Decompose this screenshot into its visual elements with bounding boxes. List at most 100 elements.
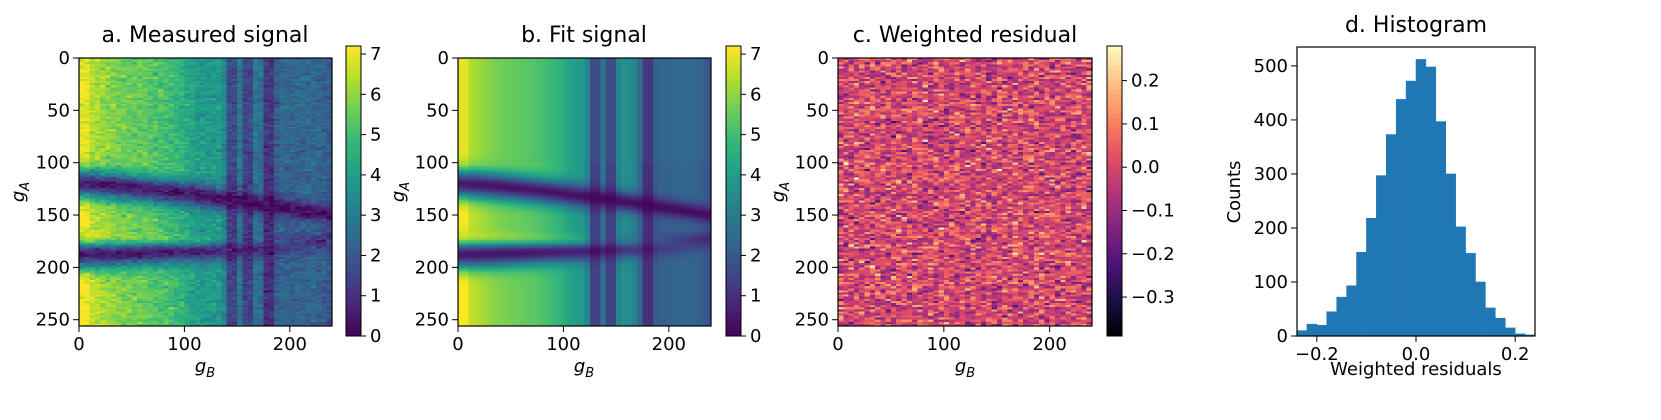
heatmap-cell — [226, 156, 233, 160]
heatmap-cell — [210, 58, 217, 61]
heatmap-cell — [110, 95, 117, 99]
heatmap-cell — [194, 101, 201, 105]
heatmap-cell — [316, 143, 323, 147]
heatmap-cell — [126, 148, 133, 151]
heatmap-cell — [158, 120, 164, 124]
heatmap-cell — [147, 129, 154, 132]
heatmap-cell — [305, 89, 312, 93]
heatmap-cell — [79, 74, 85, 78]
heatmap-cell — [252, 81, 259, 84]
heatmap-cell — [163, 148, 170, 151]
heatmap-cell — [295, 150, 301, 153]
heatmap-cell — [115, 81, 122, 84]
heatmap-cell — [305, 118, 312, 122]
heatmap-cell — [300, 127, 307, 130]
heatmap-cell — [79, 143, 85, 147]
heatmap-cell — [194, 158, 201, 162]
heatmap-cell — [179, 125, 186, 128]
heatmap-cell — [126, 122, 133, 126]
heatmap-cell — [326, 156, 333, 160]
heatmap-cell — [316, 91, 323, 95]
heatmap-cell — [305, 164, 312, 168]
heatmap-cell — [231, 164, 238, 168]
heatmap-cell — [205, 166, 212, 170]
heatmap-cell — [179, 78, 186, 82]
heatmap-cell — [163, 66, 170, 70]
heatmap-cell — [136, 66, 143, 70]
heatmap-cell — [274, 125, 280, 128]
heatmap-cell — [289, 101, 296, 105]
heatmap-cell — [115, 62, 122, 65]
heatmap-cell — [79, 112, 85, 116]
heatmap-cell — [168, 133, 175, 137]
heatmap-cell — [221, 127, 228, 130]
heatmap-cell — [252, 99, 259, 103]
heatmap-cell — [274, 116, 280, 120]
heatmap-cell — [115, 83, 122, 86]
heatmap-cell — [115, 143, 122, 147]
heatmap-cell — [131, 91, 138, 95]
heatmap-cell — [147, 58, 154, 61]
heatmap-cell — [316, 122, 323, 126]
heatmap-cell — [216, 66, 222, 70]
heatmap-cell — [121, 101, 128, 105]
heatmap-cell — [279, 62, 286, 65]
heatmap-cell — [152, 64, 159, 67]
heatmap-cell — [147, 108, 154, 111]
heatmap-cell — [326, 122, 333, 126]
heatmap-cell — [110, 127, 117, 130]
heatmap-cell — [221, 125, 228, 128]
heatmap-cell — [274, 162, 280, 166]
heatmap-cell — [184, 135, 191, 139]
heatmap-cell — [247, 95, 254, 99]
heatmap-cell — [89, 93, 96, 97]
heatmap-cell — [205, 99, 212, 103]
heatmap-cell — [263, 110, 270, 114]
heatmap-cell — [163, 64, 170, 67]
heatmap-cell — [242, 78, 249, 82]
heatmap-cell — [100, 99, 106, 103]
heatmap-cell — [268, 70, 275, 74]
heatmap-cell — [316, 70, 323, 74]
heatmap-cell — [89, 116, 96, 120]
heatmap-cell — [300, 135, 307, 139]
heatmap-cell — [263, 120, 270, 124]
heatmap-cell — [173, 116, 180, 120]
heatmap-cell — [284, 160, 291, 164]
heatmap-cell — [205, 143, 212, 147]
heatmap-cell — [131, 120, 138, 124]
heatmap-cell — [184, 68, 191, 72]
heatmap-cell — [247, 62, 254, 65]
heatmap-cell — [200, 150, 207, 153]
heatmap-cell — [184, 154, 191, 157]
heatmap-cell — [247, 154, 254, 157]
heatmap-cell — [131, 114, 138, 118]
heatmap-cell — [184, 137, 191, 141]
heatmap-cell — [94, 127, 101, 130]
heatmap-cell — [274, 64, 280, 67]
heatmap-cell — [321, 106, 328, 109]
heatmap-cell — [252, 150, 259, 153]
heatmap-cell — [115, 89, 122, 93]
heatmap-cell — [121, 64, 128, 67]
heatmap-cell — [263, 62, 270, 65]
heatmap-cell — [279, 129, 286, 132]
heatmap-cell — [237, 81, 243, 84]
heatmap-cell — [237, 114, 243, 118]
heatmap-cell — [89, 66, 96, 70]
heatmap-cell — [79, 87, 85, 90]
heatmap-cell — [274, 62, 280, 65]
heatmap-cell — [100, 68, 106, 72]
heatmap-cell — [179, 60, 186, 63]
heatmap-cell — [247, 93, 254, 97]
heatmap-cell — [94, 112, 101, 116]
heatmap-cell — [310, 108, 317, 111]
heatmap-cell — [179, 127, 186, 130]
heatmap-cell — [173, 99, 180, 103]
heatmap-cell — [158, 129, 164, 132]
heatmap-cell — [152, 116, 159, 120]
heatmap-cell — [152, 131, 159, 134]
heatmap-cell — [221, 81, 228, 84]
heatmap-cell — [84, 81, 91, 84]
